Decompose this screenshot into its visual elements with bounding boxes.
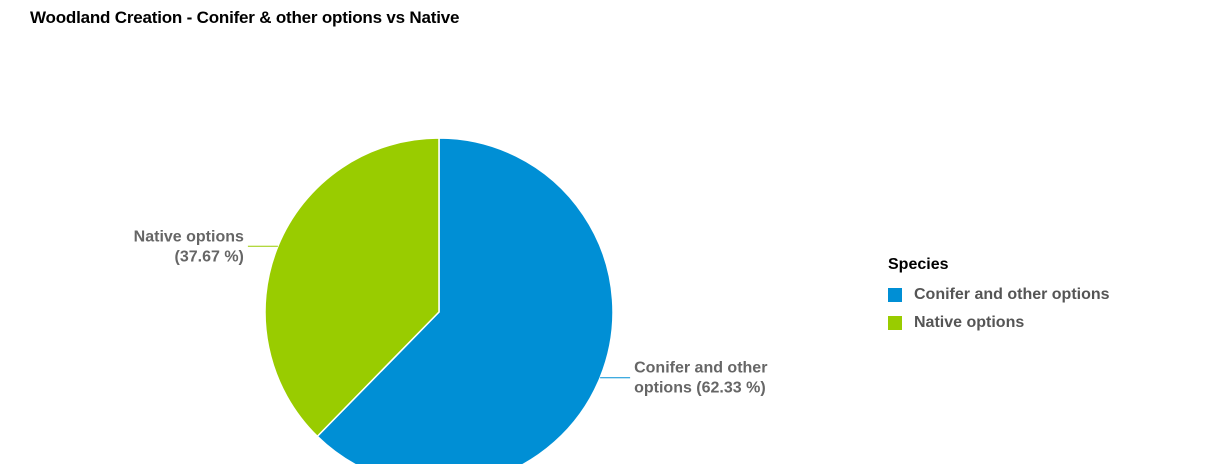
- data-label-line-native: (37.67 %): [175, 248, 244, 265]
- legend: Species Conifer and other options Native…: [888, 256, 1110, 340]
- pie-slice-native[interactable]: [264, 137, 440, 438]
- legend-swatch-native: [888, 316, 902, 330]
- data-label-line-native: Native options: [134, 228, 244, 245]
- legend-swatch-conifer: [888, 288, 902, 302]
- data-label-line-conifer: options (62.33 %): [634, 380, 766, 397]
- legend-title: Species: [888, 256, 949, 273]
- data-label-conifer: Conifer and other options (62.33 %): [634, 360, 767, 397]
- data-label-line-conifer: Conifer and other: [634, 360, 767, 377]
- chart-title: Woodland Creation - Conifer & other opti…: [30, 8, 460, 27]
- legend-item-conifer[interactable]: Conifer and other options: [888, 284, 1110, 306]
- legend-label-conifer: Conifer and other options: [914, 286, 1110, 303]
- legend-item-native[interactable]: Native options: [888, 312, 1110, 334]
- data-label-native: Native options (37.67 %): [134, 228, 244, 265]
- legend-label-native: Native options: [914, 314, 1025, 331]
